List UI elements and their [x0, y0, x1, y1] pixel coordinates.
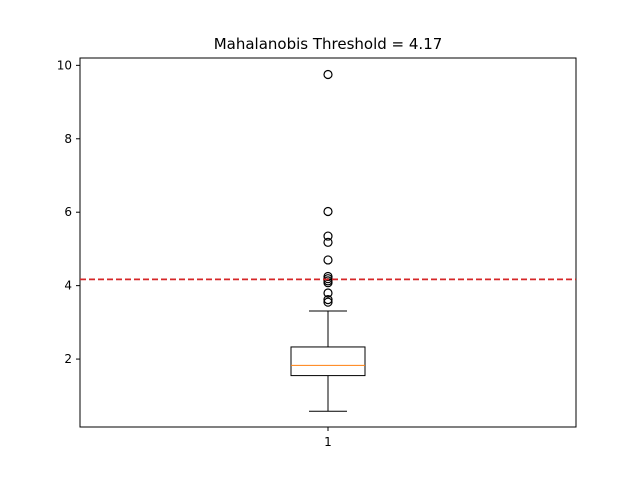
outlier-point: [323, 237, 333, 247]
y-tick-label: 10: [57, 58, 72, 72]
chart-title: Mahalanobis Threshold = 4.17: [214, 35, 443, 53]
box-group: [290, 310, 366, 412]
y-tick-label: 4: [64, 279, 72, 293]
outlier-point: [323, 69, 333, 80]
outlier-group: [323, 69, 333, 307]
outlier-point: [323, 255, 333, 265]
y-tick-label: 6: [64, 205, 72, 219]
x-axis: 1: [324, 427, 332, 449]
outlier-point: [323, 288, 333, 298]
y-axis: 2 4 6 8 10: [57, 58, 80, 366]
outlier-point: [323, 297, 333, 307]
outlier-point: [323, 206, 333, 217]
y-tick-label: 8: [64, 132, 72, 146]
plot-frame: [79, 57, 577, 428]
outlier-point: [323, 271, 333, 282]
y-tick-label: 2: [64, 352, 72, 366]
outlier-point: [323, 294, 333, 305]
x-tick-label: 1: [324, 435, 332, 449]
outlier-point: [323, 231, 333, 241]
iqr-box: [290, 346, 366, 377]
